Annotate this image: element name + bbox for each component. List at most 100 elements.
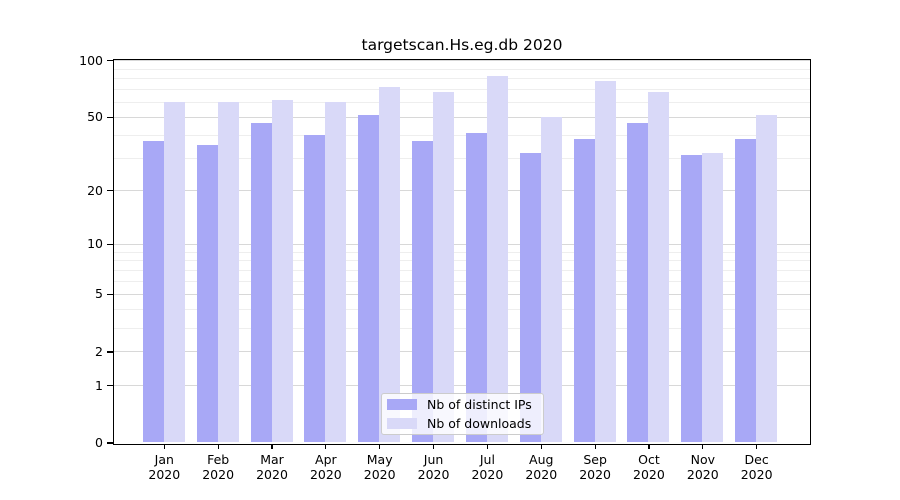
x-axis-label: Sep 2020 <box>568 452 622 482</box>
legend-label-distinct-ips: Nb of distinct IPs <box>427 397 532 412</box>
y-axis-tick-label: 20 <box>87 182 103 198</box>
x-axis-month: Apr <box>315 452 337 467</box>
bar-distinct-ips-nov <box>681 155 703 443</box>
x-axis-tick <box>432 444 435 449</box>
bar-downloads-jun <box>433 91 455 443</box>
legend-item-downloads: Nb of downloads <box>387 416 535 431</box>
bar-downloads-dec <box>756 115 778 443</box>
bar-downloads-jul <box>486 76 508 443</box>
x-axis-year: 2020 <box>633 467 665 482</box>
y-axis-tick <box>107 384 113 387</box>
y-axis-tick-label: 5 <box>95 286 103 302</box>
bar-distinct-ips-aug <box>519 152 541 443</box>
minor-gridline <box>114 260 810 262</box>
major-gridline <box>114 243 810 245</box>
bar-distinct-ips-mar <box>250 123 272 443</box>
y-axis-tick-label: 100 <box>79 52 103 68</box>
x-axis-month: Jun <box>423 452 444 467</box>
minor-gridline <box>114 157 810 159</box>
x-axis-year: 2020 <box>256 467 288 482</box>
x-axis-label: Jul 2020 <box>460 452 514 482</box>
x-axis-year: 2020 <box>740 467 773 482</box>
x-axis-tick <box>540 444 542 449</box>
x-axis-tick <box>325 444 327 449</box>
x-axis-year: 2020 <box>363 467 396 482</box>
minor-gridline <box>114 309 810 311</box>
x-axis-tick <box>379 444 381 449</box>
bar-distinct-ips-feb <box>196 145 218 443</box>
major-gridline <box>114 190 810 192</box>
x-axis-year: 2020 <box>309 467 342 482</box>
legend: Nb of distinct IPs Nb of downloads <box>381 393 544 435</box>
x-axis-year: 2020 <box>417 467 450 482</box>
x-axis-month: Dec <box>744 452 769 467</box>
x-axis-label: Feb 2020 <box>191 452 245 482</box>
x-axis-tick <box>217 444 219 449</box>
x-axis-tick <box>702 444 704 449</box>
y-axis-tick-label: 2 <box>95 343 103 359</box>
x-axis-year: 2020 <box>148 467 181 482</box>
x-axis-month: Aug <box>529 452 554 467</box>
x-axis-month: Mar <box>260 452 284 467</box>
y-axis-tick <box>107 59 113 62</box>
x-axis-label: Aug 2020 <box>514 452 568 482</box>
x-axis-label: Nov 2020 <box>676 452 730 482</box>
major-gridline <box>114 116 810 118</box>
plot-area <box>113 59 811 445</box>
x-axis-tick <box>486 444 488 449</box>
minor-gridline <box>114 68 810 70</box>
minor-gridline <box>114 101 810 103</box>
bar-downloads-may <box>379 86 401 443</box>
x-axis-label: Jun 2020 <box>407 452 461 482</box>
x-axis-year: 2020 <box>525 467 558 482</box>
x-axis-year: 2020 <box>471 467 504 482</box>
bar-downloads-aug <box>540 116 562 443</box>
x-axis-year: 2020 <box>579 467 611 482</box>
y-axis-tick <box>107 442 113 444</box>
bar-downloads-nov <box>702 152 724 443</box>
y-axis-tick <box>107 190 113 192</box>
bar-downloads-sep <box>594 81 616 443</box>
x-axis-year: 2020 <box>202 467 235 482</box>
y-axis-tick <box>107 293 113 296</box>
y-axis-tick-label: 50 <box>87 109 103 125</box>
bar-distinct-ips-dec <box>735 138 757 443</box>
x-axis-year: 2020 <box>686 467 719 482</box>
bar-distinct-ips-jul <box>465 132 487 443</box>
legend-swatch-distinct-ips <box>387 399 417 410</box>
minor-gridline <box>114 134 810 136</box>
major-gridline <box>114 60 810 61</box>
x-axis-label: Apr 2020 <box>299 452 353 482</box>
x-axis-month: Feb <box>207 452 230 467</box>
bar-downloads-feb <box>217 101 239 443</box>
bar-distinct-ips-apr <box>304 134 326 443</box>
major-gridline <box>114 351 810 353</box>
x-axis-month: May <box>366 452 393 467</box>
y-axis-tick-label: 1 <box>95 377 103 393</box>
bar-distinct-ips-oct <box>627 123 649 443</box>
y-axis-tick <box>107 243 113 245</box>
x-axis-tick <box>594 444 596 449</box>
y-axis-tick-label: 10 <box>87 236 103 252</box>
y-axis-tick <box>107 351 113 353</box>
legend-swatch-downloads <box>387 418 417 429</box>
legend-item-distinct-ips: Nb of distinct IPs <box>387 397 535 412</box>
y-axis-tick-label: 0 <box>95 435 103 450</box>
x-axis-label: Dec 2020 <box>730 452 784 482</box>
major-gridline <box>114 385 810 387</box>
x-axis-month: Nov <box>690 452 715 467</box>
minor-gridline <box>114 270 810 272</box>
bar-downloads-mar <box>271 100 293 443</box>
minor-gridline <box>114 89 810 91</box>
chart-title: targetscan.Hs.eg.db 2020 <box>361 36 563 54</box>
minor-gridline <box>114 281 810 283</box>
minor-gridline <box>114 78 810 80</box>
bar-downloads-jan <box>163 101 185 443</box>
bar-downloads-oct <box>648 91 670 443</box>
legend-label-downloads: Nb of downloads <box>427 416 532 431</box>
x-axis-month: Jul <box>479 452 495 467</box>
x-axis-tick <box>648 444 650 449</box>
x-axis-label: May 2020 <box>353 452 407 482</box>
x-axis-tick <box>756 444 758 449</box>
